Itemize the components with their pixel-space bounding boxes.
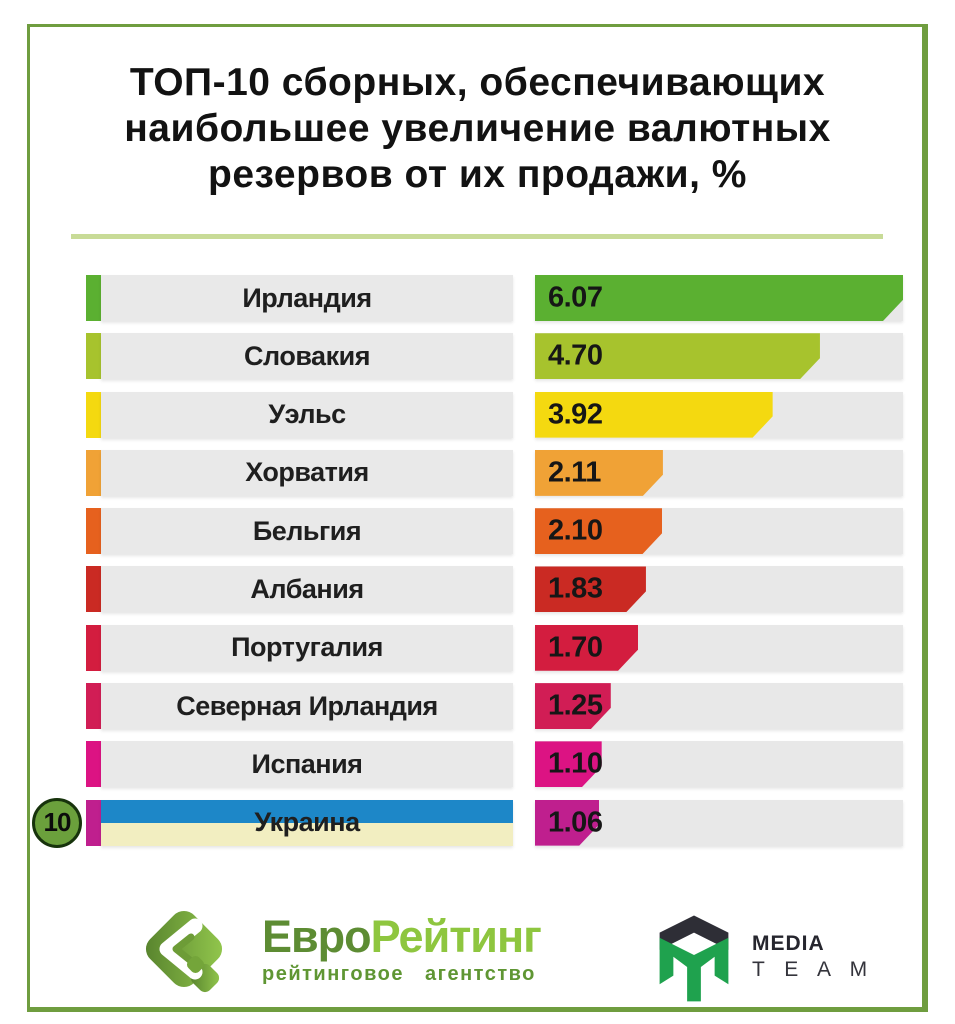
bar-value: 1.83: [548, 572, 603, 605]
eurorating-word-part2: Рейтинг: [370, 911, 542, 962]
row-color-tab: [86, 333, 101, 380]
row-label: Португалия: [231, 632, 383, 663]
bar-track: 4.70: [535, 333, 903, 380]
bar-value: 6.07: [548, 281, 603, 314]
bar-track: 3.92: [535, 391, 903, 438]
row-label-area: Ирландия: [101, 275, 513, 321]
bar: [535, 275, 903, 321]
title-line-3: резервов от их продажи, %: [208, 153, 747, 196]
row-label: Уэльс: [268, 399, 346, 430]
bar-value: 1.06: [548, 806, 603, 839]
row-label-area: Португалия: [101, 624, 513, 671]
row-label-area: Албания: [101, 566, 513, 613]
chart-row: Уэльс 3.92: [0, 391, 955, 438]
chart-row: Испания 1.10: [0, 741, 955, 788]
eurorating-logo: ЕвроРейтинг рейтинговое агентство: [262, 911, 542, 986]
row-label: Северная Ирландия: [176, 690, 438, 721]
bar-track: 1.83: [535, 566, 903, 613]
row-color-tab: [86, 275, 101, 321]
bar: [535, 392, 773, 438]
chart-row: Северная Ирландия 1.25: [0, 683, 955, 730]
row-label-area: Словакия: [101, 333, 513, 380]
bar-value: 1.25: [548, 689, 603, 722]
ukraine-flag-label-area: Украина: [101, 799, 513, 846]
mediateam-wordmark-media: MEDIA: [752, 932, 825, 955]
row-label-area: Испания: [101, 741, 513, 788]
eurorating-subtitle: рейтинговое агентство: [262, 963, 536, 985]
footer: ЕвроРейтинг рейтинговое агентство MEDIA …: [0, 900, 955, 1010]
row-color-tab: [86, 566, 101, 613]
chart-title: ТОП-10 сборных, обеспечивающих наибольше…: [40, 60, 915, 198]
rank-badge: 10: [32, 797, 82, 848]
bar-track: 6.07: [535, 275, 903, 321]
eurorating-wordmark: ЕвроРейтинг: [262, 911, 542, 962]
chart-row: Бельгия 2.10: [0, 508, 955, 555]
chart-row: Словакия 4.70: [0, 333, 955, 380]
mediateam-logo: MEDIA T E A M: [752, 932, 874, 982]
row-color-tab: [86, 508, 101, 555]
mediateam-wordmark-team: T E A M: [752, 958, 875, 981]
eurorating-word-part1: Евро: [262, 911, 372, 962]
bar-track: 1.06: [535, 799, 903, 846]
bar-value: 2.10: [548, 514, 603, 547]
bar-chart: Ирландия 6.07 Словакия 4.70 Уэльс: [0, 275, 955, 858]
chart-row: Албания 1.83: [0, 566, 955, 613]
bar-track: 2.10: [535, 508, 903, 555]
bar-value: 2.11: [548, 456, 601, 489]
bar-value: 1.10: [548, 747, 603, 780]
row-color-tab: [86, 391, 101, 438]
row-color-tab: [86, 741, 101, 788]
bar: [535, 566, 646, 612]
row-label: Албания: [250, 573, 364, 604]
title-line-1: ТОП-10 сборных, обеспечивающих: [129, 61, 826, 104]
row-label: Хорватия: [245, 457, 369, 488]
row-label-area: Северная Ирландия: [101, 683, 513, 730]
row-label: Украина: [254, 807, 360, 838]
bar-value: 4.70: [548, 339, 603, 372]
row-color-tab: [86, 449, 101, 496]
mediateam-m-icon: [659, 915, 729, 1002]
eurorating-diamond-icon: [145, 910, 223, 993]
row-color-tab: [86, 624, 101, 671]
row-label: Словакия: [244, 340, 370, 371]
title-divider: [71, 234, 883, 239]
bar-value: 1.70: [548, 631, 603, 664]
row-label-area: Хорватия: [101, 449, 513, 496]
bar: [535, 508, 662, 554]
bar: [535, 625, 638, 671]
chart-row: Ирландия 6.07: [0, 275, 955, 321]
row-label: Бельгия: [252, 515, 362, 546]
title-line-2: наибольшее увеличение валютных: [124, 107, 831, 150]
chart-row: Хорватия 2.11: [0, 449, 955, 496]
row-label-area: Уэльс: [101, 391, 513, 438]
chart-row: Португалия 1.70: [0, 624, 955, 671]
row-color-tab: [86, 799, 101, 846]
bar-value: 3.92: [548, 398, 603, 431]
bar: [535, 450, 663, 496]
bar-track: 2.11: [535, 449, 903, 496]
row-color-tab: [86, 683, 101, 730]
bar-track: 1.10: [535, 741, 903, 788]
chart-row-ukraine: 10 Украина 1.06: [0, 797, 955, 848]
row-label: Испания: [251, 748, 363, 779]
row-label: Ирландия: [242, 282, 372, 313]
bar-track: 1.70: [535, 624, 903, 671]
bar: [535, 333, 820, 379]
row-label-area: Бельгия: [101, 508, 513, 555]
bar-track: 1.25: [535, 683, 903, 730]
